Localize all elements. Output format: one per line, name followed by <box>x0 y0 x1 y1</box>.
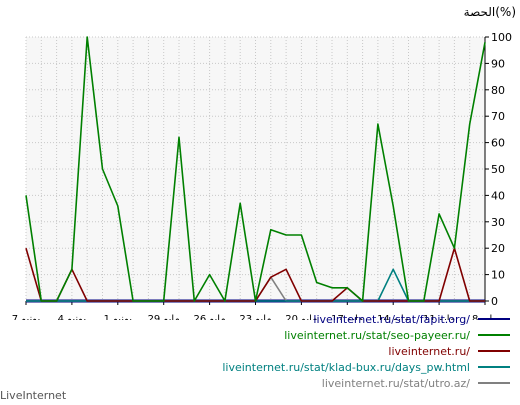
legend-item: liveinternet.ru/stat/seo-payeer.ru/ <box>90 327 510 343</box>
y-tick-label: 60 <box>491 137 505 150</box>
legend-label: liveinternet.ru/stat/fapit.org/ <box>313 312 470 326</box>
legend-item: liveinternet.ru/stat/utro.az/ <box>90 375 510 391</box>
y-tick-label: 10 <box>491 269 505 282</box>
x-tick-label: 23 مايو <box>239 314 271 320</box>
y-tick-label: 30 <box>491 216 505 229</box>
chart: الحصة(%) 0 10 20 30 40 50 60 70 80 90 100 8 مايو 11… <box>12 5 516 320</box>
legend-swatch <box>478 334 510 336</box>
x-tick-label: 8 مايو <box>472 314 498 320</box>
y-tick-label: 70 <box>491 110 505 123</box>
legend-item: liveinternet.ru/stat/klad-bux.ru/days_pw… <box>90 359 510 375</box>
legend-swatch <box>478 350 510 352</box>
y-tick-label: 20 <box>491 242 505 255</box>
x-tick-label: 11 مايو <box>423 314 455 320</box>
legend-label: liveinternet.ru/ <box>388 344 470 358</box>
y-tick-label: 40 <box>491 189 505 202</box>
x-tick-label: 7 يونيو <box>12 314 41 320</box>
legend-swatch <box>478 366 510 368</box>
grid-lines <box>25 36 486 301</box>
x-tick-label: 14 مايو <box>377 314 409 320</box>
y-tick-label: 80 <box>491 84 505 97</box>
series-line <box>25 36 486 302</box>
legend-label: liveinternet.ru/stat/seo-payeer.ru/ <box>284 328 470 342</box>
y-axis-title: الحصة(%) <box>464 5 516 19</box>
y-tick-labels: 0 10 20 30 40 50 60 70 80 90 100 <box>491 31 512 308</box>
x-tick-label: 17 مايو <box>331 314 363 320</box>
y-tick-label: 0 <box>491 295 498 308</box>
y-tick-label: 100 <box>491 31 512 44</box>
series-lines <box>25 36 486 303</box>
x-tick-label: 1 يونيو <box>104 314 133 320</box>
legend-swatch <box>478 318 510 320</box>
x-tick-label: 26 مايو <box>193 314 225 320</box>
legend-swatch <box>478 382 510 384</box>
legend-label: liveinternet.ru/stat/utro.az/ <box>321 376 470 390</box>
x-tick-label: 29 مايو <box>148 314 180 320</box>
y-tick-label: 50 <box>491 163 505 176</box>
footer-brand: LiveInternet <box>0 389 67 402</box>
legend-item: liveinternet.ru/ <box>90 343 510 359</box>
x-tick-labels: 8 مايو 11 مايو 14 مايو 17 مايو 20 مايو 23 ماي… <box>12 314 498 320</box>
legend: liveinternet.ru/stat/fapit.org/ liveinte… <box>90 311 510 391</box>
legend-item: liveinternet.ru/stat/fapit.org/ <box>90 311 510 327</box>
x-tick-label: 4 يونيو <box>58 314 87 320</box>
x-tick-label: 20 مايو <box>285 314 317 320</box>
y-tick-label: 90 <box>491 57 505 70</box>
legend-label: liveinternet.ru/stat/klad-bux.ru/days_pw… <box>222 360 470 374</box>
